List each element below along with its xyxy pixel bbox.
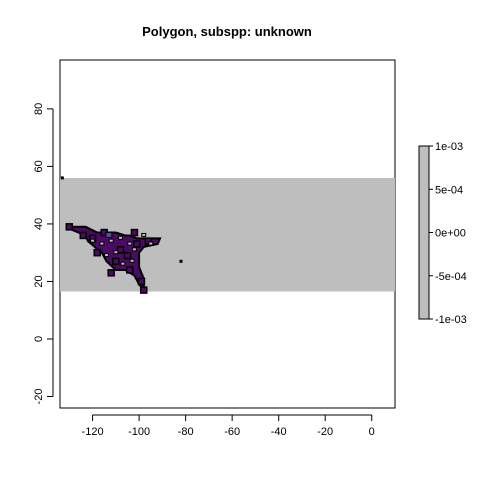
polygon-gap [108, 238, 114, 243]
polygon-cell [116, 246, 125, 254]
legend-tick-label: -1e-03 [435, 314, 467, 326]
y-tick-label: 60 [33, 160, 45, 172]
y-tick-label: 20 [33, 275, 45, 287]
polygon-cell [79, 231, 88, 240]
x-tick-label: -80 [178, 426, 194, 438]
x-tick-label: -100 [128, 426, 150, 438]
x-tick-label: -40 [271, 426, 287, 438]
x-tick-label: -120 [82, 426, 104, 438]
polygon-gap [117, 235, 123, 240]
legend-tick-label: 1e-03 [435, 141, 463, 153]
polygon-gap [113, 250, 119, 255]
polygon-cell [112, 257, 120, 266]
legend-tick-label: -5e-04 [435, 271, 467, 283]
polygon-gap [127, 241, 133, 246]
y-tick-label: 80 [33, 103, 45, 115]
polygon-gap [148, 241, 154, 246]
y-tick-label: 0 [33, 336, 45, 342]
polygon-cell [123, 251, 132, 260]
legend: 1e-03 5e-04 0e+00 -5e-04 -1e-03 [418, 141, 467, 326]
polygon-gap [131, 247, 137, 252]
polygon-cell [65, 223, 74, 231]
outlier-point [179, 259, 183, 263]
polygon-gap [104, 253, 110, 258]
legend-tick-label: 5e-04 [435, 184, 463, 196]
x-tick-label: -20 [317, 426, 333, 438]
polygon-cell [137, 277, 146, 286]
polygon-cell [130, 228, 139, 237]
polygon-gap [129, 258, 135, 263]
x-axis: -120 -100 -80 -60 -40 -20 0 [82, 414, 375, 438]
legend-colorbar [418, 145, 430, 320]
polygon-layer [60, 176, 183, 294]
polygon-gap [99, 241, 105, 246]
chart-title: Polygon, subspp: unknown [142, 24, 312, 39]
y-axis: -20 0 20 40 60 80 [33, 103, 54, 405]
polygon-cell [140, 286, 148, 294]
x-tick-label: 0 [369, 426, 375, 438]
highlight-cell [105, 231, 113, 238]
polygon-gap [90, 238, 96, 243]
polygon-gap [120, 261, 126, 266]
polygon-cell [93, 248, 101, 257]
y-tick-label: -20 [33, 389, 45, 405]
polygon-cell [126, 266, 134, 274]
polygon-gap [141, 232, 147, 237]
polygon-cell [107, 269, 115, 277]
polygon-cell [133, 240, 141, 248]
outlier-point [60, 176, 64, 180]
x-tick-label: -60 [224, 426, 240, 438]
y-tick-label: 40 [33, 218, 45, 230]
legend-tick-label: 0e+00 [435, 228, 466, 240]
